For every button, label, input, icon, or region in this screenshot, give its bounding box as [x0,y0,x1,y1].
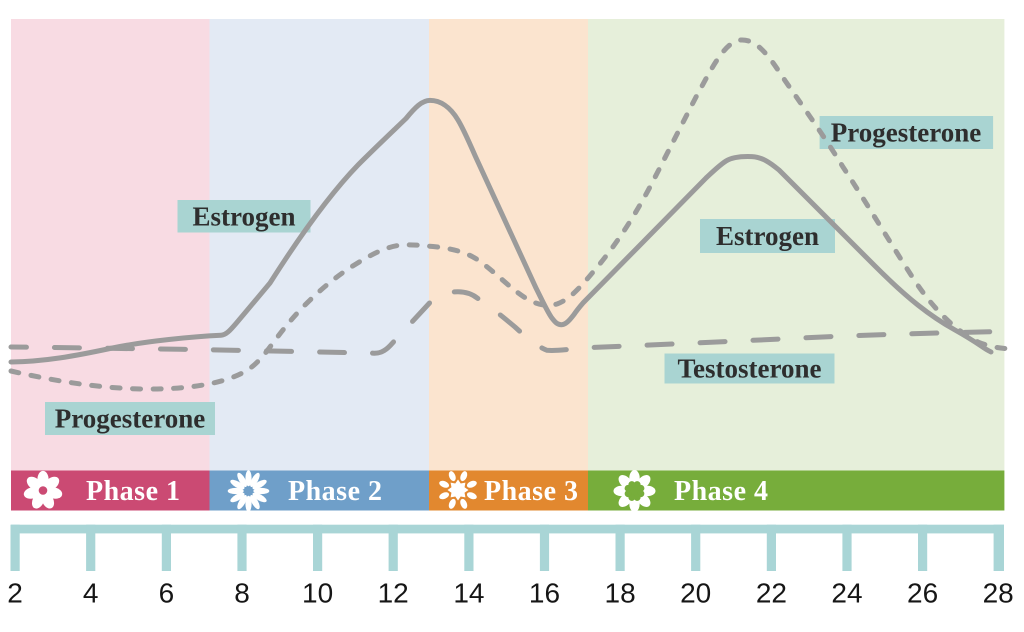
svg-text:28: 28 [983,578,1014,609]
svg-text:Phase 3: Phase 3 [484,476,579,507]
svg-text:24: 24 [831,578,862,609]
svg-text:14: 14 [453,578,484,609]
svg-text:12: 12 [378,578,409,609]
svg-text:Estrogen: Estrogen [716,221,819,251]
svg-text:Phase 2: Phase 2 [288,476,383,507]
svg-text:Progesterone: Progesterone [831,118,981,148]
svg-text:2: 2 [7,578,23,609]
svg-text:Progesterone: Progesterone [55,404,205,434]
svg-text:16: 16 [529,578,560,609]
svg-text:10: 10 [302,578,333,609]
svg-text:Testosterone: Testosterone [678,354,822,384]
svg-text:Phase 4: Phase 4 [674,476,769,507]
svg-text:8: 8 [234,578,250,609]
svg-text:Estrogen: Estrogen [192,201,295,231]
svg-text:26: 26 [907,578,938,609]
svg-text:22: 22 [756,578,787,609]
svg-text:Phase 1: Phase 1 [86,476,181,507]
svg-text:18: 18 [605,578,636,609]
svg-text:4: 4 [83,578,99,609]
svg-text:20: 20 [680,578,711,609]
svg-text:6: 6 [159,578,175,609]
